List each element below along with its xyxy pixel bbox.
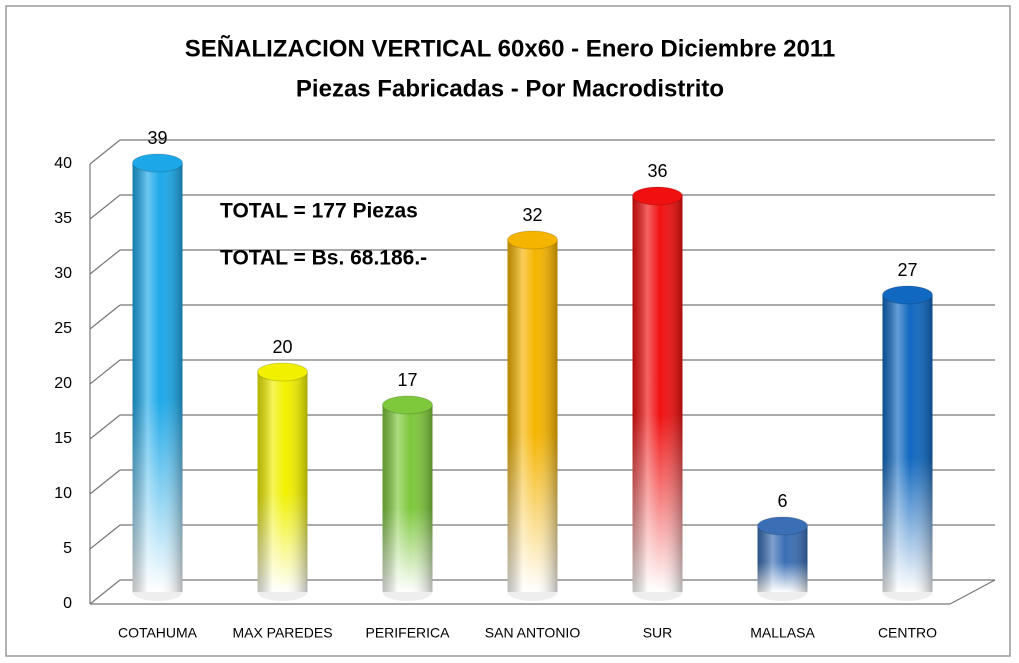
- y-tick-label: 35: [54, 210, 72, 227]
- grid-wall: [89, 304, 121, 330]
- annotation: TOTAL = Bs. 68.186.-: [220, 247, 427, 270]
- grid-wall: [89, 524, 121, 550]
- x-tick-label: SAN ANTONIO: [485, 625, 581, 641]
- chart-subtitle: Piezas Fabricadas - Por Macrodistrito: [296, 75, 724, 102]
- grid-wall: [89, 359, 121, 385]
- grid-wall: [89, 414, 121, 440]
- grid-wall: [89, 249, 121, 275]
- y-tick-label: 20: [54, 375, 72, 392]
- value-label: 36: [647, 161, 667, 181]
- value-label: 32: [522, 205, 542, 225]
- grid-wall: [89, 579, 121, 605]
- x-tick-label: CENTRO: [878, 625, 937, 641]
- y-tick-label: 10: [54, 485, 72, 502]
- bar: [382, 395, 433, 601]
- x-tick-label: COTAHUMA: [118, 625, 198, 641]
- bar: [257, 362, 308, 601]
- value-label: 27: [897, 260, 917, 280]
- bar: [882, 285, 933, 601]
- y-tick-label: 15: [54, 430, 72, 447]
- y-tick-label: 30: [54, 265, 72, 282]
- bar: [632, 186, 683, 601]
- floor-right: [949, 579, 996, 605]
- value-label: 20: [272, 337, 292, 357]
- grid-wall: [89, 194, 121, 220]
- x-tick-label: PERIFERICA: [365, 625, 450, 641]
- grid-wall: [89, 469, 121, 495]
- bar: [507, 230, 558, 601]
- chart-title: SEÑALIZACION VERTICAL 60x60 - Enero Dici…: [185, 34, 835, 62]
- bar: [132, 153, 183, 601]
- y-tick-label: 5: [63, 540, 72, 557]
- y-tick-label: 0: [63, 595, 72, 612]
- y-tick-label: 25: [54, 320, 72, 337]
- y-tick-label: 40: [54, 155, 72, 172]
- value-label: 6: [777, 491, 787, 511]
- bar: [757, 516, 808, 601]
- x-tick-label: MALLASA: [750, 625, 815, 641]
- x-tick-label: SUR: [643, 625, 673, 641]
- value-label: 39: [147, 128, 167, 148]
- x-tick-label: MAX PAREDES: [232, 625, 332, 641]
- annotation: TOTAL = 177 Piezas: [220, 200, 418, 223]
- grid-wall: [89, 139, 121, 165]
- value-label: 17: [397, 370, 417, 390]
